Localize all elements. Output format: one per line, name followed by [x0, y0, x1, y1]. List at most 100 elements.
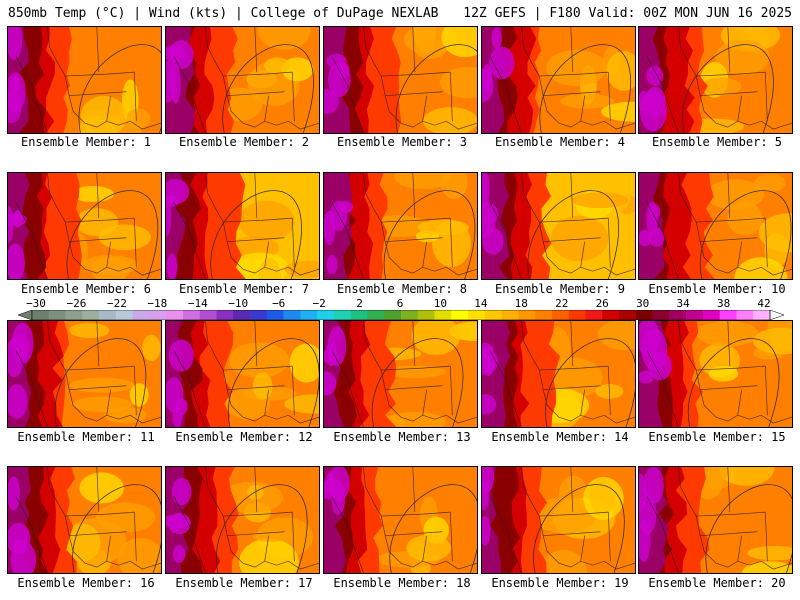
temperature-field — [166, 321, 319, 427]
colorbar-swatch — [283, 310, 301, 320]
colorbar-tick-label: 38 — [716, 297, 731, 310]
colorbar-swatch — [686, 310, 704, 320]
map-title: 850mb Temp (°C) | Wind (kts) | College o… — [8, 6, 439, 21]
temperature-field — [8, 467, 161, 573]
colorbar-swatch — [182, 310, 201, 320]
colorbar-tick-label: 10 — [433, 297, 448, 310]
colorbar-tick-label: 6 — [396, 297, 404, 310]
ensemble-map-panel — [481, 26, 636, 134]
colorbar-swatch — [468, 310, 486, 320]
colorbar-swatch — [32, 310, 50, 320]
colorbar-swatch — [367, 310, 385, 320]
ensemble-map-panel — [7, 466, 162, 574]
colorbar-swatch — [568, 310, 586, 320]
colorbar-swatch — [132, 310, 150, 320]
temperature-colorbar — [18, 310, 784, 320]
temperature-field — [324, 467, 477, 573]
temperature-field — [8, 321, 161, 427]
ensemble-member-label: Ensemble Member: 5 — [651, 135, 783, 149]
colorbar-swatch — [652, 310, 670, 320]
colorbar-tick-labels: −30 −26 −22 −18 −14 −10 −6 −2 2 6 10 14 18 22 26 30 34 38… — [0, 297, 800, 311]
ensemble-map-panel — [323, 172, 478, 280]
temperature-field — [324, 173, 477, 279]
temperature-field — [324, 321, 477, 427]
temperature-field — [639, 321, 792, 427]
colorbar-swatch — [48, 310, 66, 320]
colorbar-tick-label: −10 — [228, 297, 249, 310]
temperature-field — [166, 467, 319, 573]
ensemble-map-panel — [481, 320, 636, 428]
colorbar-swatch — [250, 310, 268, 320]
colorbar-swatch — [233, 310, 251, 320]
colorbar-tick-label: 14 — [474, 297, 488, 310]
temperature-field — [639, 467, 792, 573]
temperature-field — [482, 27, 635, 133]
ensemble-member-label: Ensemble Member: 6 — [20, 282, 152, 296]
ensemble-member-label: Ensemble Member: 2 — [178, 135, 310, 149]
ensemble-member-label: Ensemble Member: 10 — [648, 282, 786, 296]
ensemble-map-panel — [165, 26, 320, 134]
temperature-field — [166, 173, 319, 279]
colorbar-swatch — [434, 310, 452, 320]
ensemble-map-panel — [638, 172, 793, 280]
ensemble-map-panel — [481, 466, 636, 574]
colorbar-swatch — [635, 310, 653, 320]
ensemble-map-panel — [323, 466, 478, 574]
temperature-field — [324, 27, 477, 133]
colorbar-swatch — [99, 310, 117, 320]
colorbar-tick-label: −2 — [312, 297, 326, 310]
colorbar-swatch — [333, 310, 351, 320]
colorbar-swatch — [216, 310, 234, 320]
colorbar-tick-label: −26 — [66, 297, 87, 310]
ensemble-member-label: Ensemble Member: 11 — [17, 430, 155, 444]
ensemble-member-label: Ensemble Member: 15 — [648, 430, 786, 444]
colorbar-low-arrow — [18, 310, 33, 320]
ensemble-member-label: Ensemble Member: 13 — [333, 430, 471, 444]
ensemble-map-panel — [165, 172, 320, 280]
colorbar-tick-label: 2 — [356, 297, 363, 310]
colorbar-swatch — [753, 310, 771, 320]
colorbar-swatch — [266, 310, 284, 320]
colorbar-swatch — [484, 310, 502, 320]
colorbar-swatch — [82, 310, 100, 320]
temperature-field — [639, 27, 792, 133]
colorbar-swatch — [65, 310, 83, 320]
ensemble-map-panel — [638, 466, 793, 574]
colorbar-swatch — [736, 310, 754, 320]
ensemble-member-label: Ensemble Member: 14 — [491, 430, 629, 444]
ensemble-member-label: Ensemble Member: 8 — [336, 282, 468, 296]
colorbar-tick-label: −22 — [106, 297, 127, 310]
colorbar-swatch — [585, 310, 603, 320]
ensemble-map-panel — [323, 26, 478, 134]
ensemble-member-label: Ensemble Member: 16 — [17, 576, 155, 590]
ensemble-map-panel — [638, 26, 793, 134]
colorbar-tick-label: 26 — [595, 297, 609, 310]
temperature-field — [482, 173, 635, 279]
colorbar-swatch — [300, 310, 318, 320]
temperature-field — [639, 173, 792, 279]
colorbar-tick-label: 18 — [514, 297, 528, 310]
ensemble-map-panel — [7, 26, 162, 134]
ensemble-member-label: Ensemble Member: 3 — [336, 135, 468, 149]
ensemble-member-label: Ensemble Member: 4 — [494, 135, 626, 149]
ensemble-map-panel — [165, 466, 320, 574]
colorbar-swatch — [501, 310, 519, 320]
colorbar-swatch — [551, 310, 570, 320]
colorbar-high-arrow — [769, 310, 784, 320]
colorbar-swatch — [317, 310, 335, 320]
ensemble-map-panel — [165, 320, 320, 428]
ensemble-map-panel — [7, 172, 162, 280]
colorbar-tick-label: −30 — [26, 297, 46, 310]
temperature-field — [166, 27, 319, 133]
temperature-field — [482, 321, 635, 427]
temperature-field — [8, 173, 161, 279]
colorbar-swatch — [115, 310, 133, 320]
colorbar-tick-label: 22 — [555, 297, 569, 310]
ensemble-map-panel — [323, 320, 478, 428]
colorbar-swatch — [669, 310, 687, 320]
colorbar-tick-label: −6 — [272, 297, 286, 310]
colorbar-swatch — [518, 310, 536, 320]
ensemble-member-label: Ensemble Member: 18 — [333, 576, 471, 590]
ensemble-map-panel — [638, 320, 793, 428]
colorbar-tick-label: −18 — [147, 297, 168, 310]
